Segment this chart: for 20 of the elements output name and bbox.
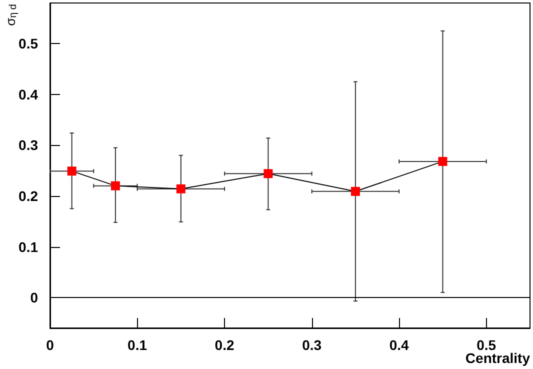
point — [176, 184, 186, 194]
y-tick-label: 0.3 — [18, 137, 38, 154]
point — [110, 181, 120, 190]
x-tick-label: 0.2 — [214, 337, 234, 353]
x-tick-label: 0.4 — [389, 337, 410, 353]
y-tick-label: 0.4 — [18, 86, 38, 102]
x-tick-label: 0.3 — [302, 337, 322, 353]
x-tick-label: 0 — [46, 337, 54, 353]
point — [67, 166, 76, 176]
point — [264, 169, 273, 178]
y-tick-label: 0 — [30, 290, 38, 306]
y-tick-label: 0.2 — [18, 188, 38, 204]
point — [350, 186, 360, 196]
y-axis-title: ση d — [3, 4, 19, 26]
x-axis-title: Centrality — [465, 350, 530, 366]
y-tick-label: 0.1 — [18, 238, 38, 255]
x-tick-label: 0.5 — [476, 337, 496, 353]
point — [438, 156, 448, 166]
x-tick-label: 0.1 — [128, 337, 148, 353]
y-tick-label: 0.5 — [18, 36, 38, 52]
